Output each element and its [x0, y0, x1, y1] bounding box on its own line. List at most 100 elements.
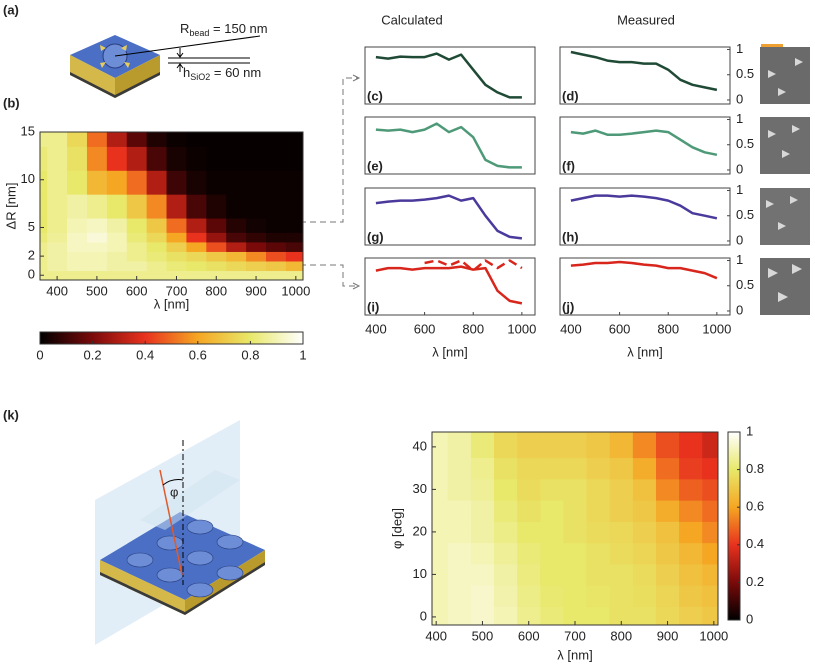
heatmap-cell [432, 521, 449, 544]
heatmap-cell [40, 194, 48, 219]
heatmap-cell [146, 241, 168, 252]
plot-frame [364, 257, 536, 316]
heatmap-cell [106, 132, 128, 147]
heatmap-cell [67, 132, 88, 147]
heatmap-cell [679, 432, 703, 459]
heatmap-cell [655, 606, 680, 625]
y-tick-label: 1 [736, 41, 743, 56]
heatmap-cell [609, 457, 634, 480]
heatmap-cell [632, 585, 657, 607]
heatmap-cell [265, 146, 287, 171]
y-tick-label: 1 [736, 182, 743, 197]
heatmap-cell [632, 542, 657, 565]
heatmap-cell [166, 132, 188, 147]
heatmap-cell [285, 232, 303, 243]
heatmap-cell [186, 194, 207, 219]
heatmap-cell [47, 260, 68, 272]
panel-label: (k) [3, 407, 19, 422]
y-tick-label: 0 [420, 608, 427, 623]
y-tick-label: 0 [736, 232, 743, 247]
heatmap-cell [265, 251, 287, 262]
heatmap-cell [106, 194, 128, 219]
heatmap-cell [106, 270, 128, 280]
heatmap-cell [40, 132, 48, 147]
heatmap-cell [186, 132, 207, 147]
heatmap-cell [106, 251, 128, 262]
heatmap-cell [494, 432, 518, 459]
x-tick-label: 500 [86, 283, 108, 298]
annotation-text: = 150 nm [209, 21, 267, 36]
schematic-k [95, 420, 265, 645]
heatmap-cell [586, 563, 611, 586]
colorbar-tick-label: 0.6 [189, 347, 207, 362]
heatmap-cell [206, 232, 227, 243]
heatmap-cell [146, 194, 168, 219]
heatmap-cell [447, 432, 472, 459]
y-tick-label: 0 [736, 91, 743, 106]
heatmap-cell [285, 132, 303, 147]
heatmap-cell [285, 170, 303, 195]
heatmap-cell [166, 270, 188, 280]
x-axis-label: λ [nm] [557, 647, 592, 662]
heatmap-cell [609, 500, 634, 522]
x-tick-label: 600 [609, 321, 631, 336]
heatmap-cell [265, 194, 287, 219]
heatmap-cell [494, 563, 518, 586]
heatmap-cell [655, 457, 680, 480]
heatmap-cell [517, 500, 541, 522]
panel-label: (g) [367, 229, 384, 244]
colorbar-tick-label: 1 [746, 423, 753, 438]
heatmap-cell [609, 606, 634, 625]
heatmap-cell [679, 478, 703, 501]
y-tick-label: 0.5 [736, 66, 754, 81]
heatmap-cell [106, 260, 128, 272]
heatmap-cell [265, 132, 287, 147]
heatmap-cell [609, 521, 634, 544]
heatmap-cell [679, 563, 703, 586]
plot-frame [364, 46, 536, 105]
colorbar-tick-label: 0.4 [746, 536, 764, 551]
panel-label: (b) [3, 95, 20, 110]
colorbar-tick-label: 0.4 [136, 347, 154, 362]
heatmap-cell [166, 146, 188, 171]
heatmap-cell [146, 132, 168, 147]
heatmap-cell [206, 132, 227, 147]
heatmap-cell [186, 232, 207, 243]
heatmap-cell [702, 606, 718, 625]
heatmap-cell [246, 146, 267, 171]
heatmap-cell [609, 563, 634, 586]
heatmap-cell [563, 585, 588, 607]
heatmap-cell [166, 194, 188, 219]
heatmap-cell [540, 542, 565, 565]
panel-label: (c) [367, 88, 383, 103]
y-tick-label: 20 [413, 523, 427, 538]
heatmap-cell [702, 457, 718, 480]
heatmap-cell [679, 585, 703, 607]
heatmap-cell [470, 563, 495, 586]
heatmap-cell [494, 521, 518, 544]
heatmap-cell [517, 432, 541, 459]
heatmap-cell [206, 241, 227, 252]
heatmap-cell [226, 132, 247, 147]
heatmap-cell [86, 217, 108, 233]
heatmap-cell [86, 232, 108, 243]
column-title: Calculated [381, 12, 442, 27]
column-title: Measured [617, 12, 675, 27]
y-tick-label: 30 [413, 481, 427, 496]
heatmap-cell [586, 432, 611, 459]
heatmap-cell [285, 146, 303, 171]
heatmap-cell [186, 260, 207, 272]
heatmap-cell [586, 457, 611, 480]
x-tick-label: 400 [425, 628, 447, 643]
heatmap-cell [447, 563, 472, 586]
heatmap-cell [540, 457, 565, 480]
heatmap-cell [679, 457, 703, 480]
heatmap-cell [246, 270, 267, 280]
x-tick-label: 900 [245, 283, 267, 298]
heatmap-cell [285, 194, 303, 219]
heatmap-cell [470, 478, 495, 501]
heatmap-cells [40, 132, 303, 280]
heatmap-cell [47, 270, 68, 280]
heatmap-cell [432, 606, 449, 625]
